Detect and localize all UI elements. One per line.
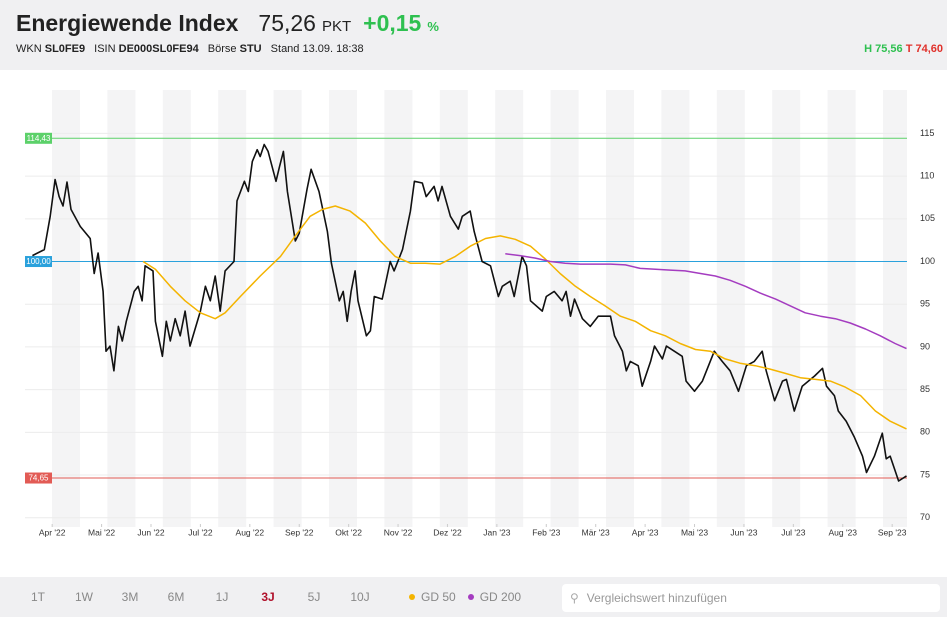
band <box>439 90 468 527</box>
band <box>52 90 80 527</box>
legend: GD 50 GD 200 <box>397 590 521 604</box>
y-tick-label: 85 <box>920 384 930 394</box>
value: STU <box>239 43 262 55</box>
range-button[interactable]: 1T <box>30 590 45 604</box>
reference-label-box <box>25 256 52 268</box>
range-button[interactable]: 10J <box>350 590 370 604</box>
y-tick-label: 75 <box>920 469 930 479</box>
x-tick-label: Mai '23 <box>681 527 708 537</box>
y-tick-label: 90 <box>920 341 930 351</box>
x-tick-label: Nov '22 <box>384 527 413 537</box>
range-group: 1T 1W 3M 6M 1J 3J 5J 10J <box>15 590 383 604</box>
y-tick-label: 100 <box>920 256 935 266</box>
band <box>162 90 191 527</box>
range-button[interactable]: 3J <box>261 590 275 604</box>
reference-label-box <box>25 132 52 144</box>
band <box>550 90 579 527</box>
x-tick-label: Mär '23 <box>582 527 610 537</box>
x-tick-label: Apr '22 <box>39 527 66 537</box>
band <box>606 90 634 527</box>
legend-dot <box>409 594 415 600</box>
change: +0,15 <box>363 10 422 36</box>
reference-label: 100,00 <box>26 257 51 266</box>
high: H 75,56 <box>864 43 903 55</box>
range-button[interactable]: 5J <box>307 590 321 604</box>
x-tick-label: Okt '22 <box>335 527 362 537</box>
x-tick-label: Jun '23 <box>730 527 757 537</box>
band <box>329 90 357 527</box>
x-tick-label: Aug '23 <box>828 527 857 537</box>
band <box>218 90 247 527</box>
label: ISIN <box>94 43 116 55</box>
band <box>107 90 136 527</box>
range-button[interactable]: 6M <box>167 590 185 604</box>
title-row: Energiewende Index 75,26 PKT +0,15 % <box>16 10 439 37</box>
range-button[interactable]: 1J <box>215 590 229 604</box>
range-button[interactable]: 1W <box>75 590 93 604</box>
reference-label-box <box>25 472 52 484</box>
band <box>883 90 907 527</box>
change-unit: % <box>427 19 439 34</box>
low: T 74,60 <box>905 43 943 55</box>
y-tick-label: 110 <box>920 171 934 181</box>
line <box>142 205 907 430</box>
band <box>273 90 302 527</box>
band <box>661 90 690 527</box>
header: Energiewende Index 75,26 PKT +0,15 % WKN… <box>0 0 947 70</box>
x-tick-label: Jul '23 <box>781 527 806 537</box>
x-tick-label: Feb '23 <box>532 527 560 537</box>
search-icon: ⚲ <box>570 591 579 605</box>
legend-label: GD 200 <box>479 590 522 604</box>
legend-dot <box>467 594 474 600</box>
band <box>716 90 745 527</box>
line <box>505 253 907 350</box>
x-tick-label: Aug '22 <box>236 527 265 537</box>
legend-item[interactable]: GD 200 <box>467 590 522 604</box>
info-row: WKN SL0FE9 ISIN DE000SL0FE94 Börse STU S… <box>16 43 364 55</box>
value: SL0FE9 <box>44 43 86 55</box>
high-low: H 75,56 T 74,60 <box>864 43 943 55</box>
price: 75,26 <box>258 10 316 36</box>
x-tick-label: Mai '22 <box>88 527 115 537</box>
label: Börse <box>207 43 237 55</box>
range-button[interactable]: 3M <box>121 590 139 604</box>
band <box>827 90 856 527</box>
x-tick-label: Dez '22 <box>433 527 462 537</box>
label: WKN <box>16 43 42 55</box>
title: Energiewende Index <box>16 10 239 36</box>
legend-label: GD 50 <box>421 590 456 604</box>
legend-item[interactable]: GD 50 <box>409 590 456 604</box>
y-tick-label: 105 <box>920 213 935 223</box>
search-box[interactable]: ⚲ Vergleichswert hinzufügen <box>562 584 940 612</box>
reference-label: 114,43 <box>27 134 51 143</box>
reference-label: 74,65 <box>28 474 49 483</box>
y-tick-label: 115 <box>920 128 934 138</box>
x-tick-label: Jul '22 <box>188 527 213 537</box>
chart: 70 75 80 85 90 95 100 105 110 115 Apr '22 Mai '22 Ju… <box>25 90 935 537</box>
y-tick-label: 70 <box>920 512 930 522</box>
line <box>32 143 907 482</box>
y-tick-label: 80 <box>920 427 930 437</box>
price-unit: PKT <box>321 18 352 35</box>
search-placeholder: Vergleichswert hinzufügen <box>586 591 727 605</box>
x-tick-label: Apr '23 <box>632 527 659 537</box>
x-tick-label: Jun '22 <box>137 527 164 537</box>
toolbar: 1T 1W 3M 6M 1J 3J 5J 10J GD 50 GD 200 ⚲ Vergleich… <box>0 577 947 617</box>
stand: Stand 13.09. 18:38 <box>270 43 364 55</box>
x-tick-label: Sep '23 <box>878 527 907 537</box>
y-tick-label: 95 <box>920 299 930 309</box>
x-tick-label: Jan '23 <box>483 527 510 537</box>
value: DE000SL0FE94 <box>118 43 199 55</box>
x-tick-label: Sep '22 <box>285 527 314 537</box>
band <box>495 90 524 527</box>
band <box>384 90 413 527</box>
